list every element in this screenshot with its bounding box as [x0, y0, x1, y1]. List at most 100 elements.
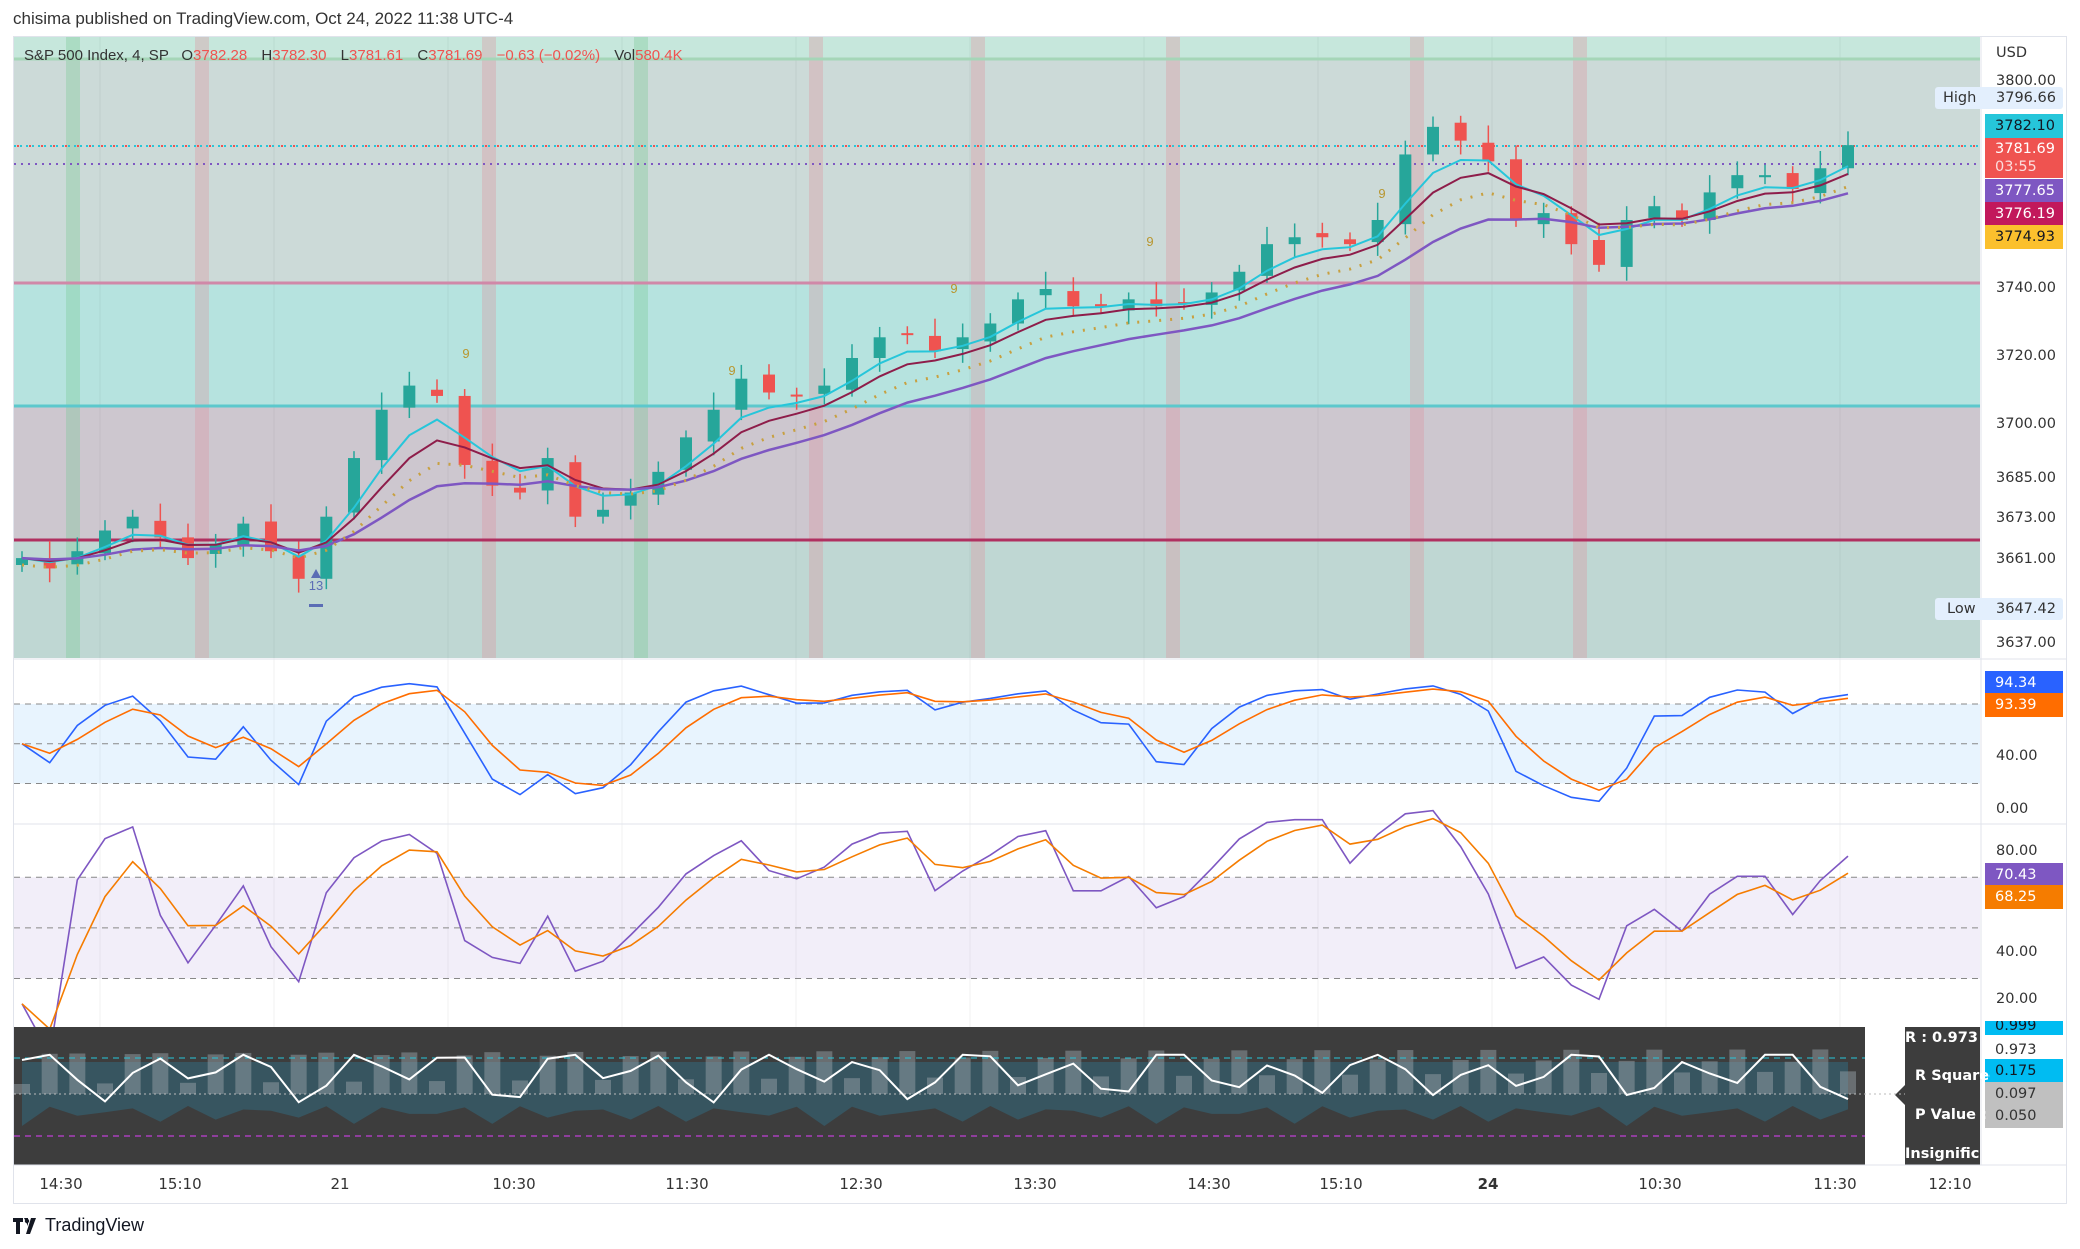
session-highlight	[971, 37, 985, 658]
corr-hist-bar	[1176, 1075, 1192, 1094]
candle-body	[1344, 239, 1356, 245]
corr-hist-bar	[1314, 1050, 1331, 1094]
corr-hist-bar	[1840, 1071, 1856, 1094]
corr-hist-bar	[788, 1056, 805, 1094]
corr-hist-bar	[1148, 1050, 1165, 1094]
corr-hist-bar	[263, 1082, 279, 1094]
price-tick: 3720.00	[1996, 348, 2056, 364]
candle-body	[514, 487, 526, 493]
corr-hist-bar	[484, 1052, 501, 1094]
high-marker-label: High	[1943, 90, 1977, 106]
candle-body	[348, 458, 360, 513]
corr-hist-bar	[705, 1056, 722, 1094]
corr-hist-bar	[401, 1052, 418, 1094]
session-highlight	[1573, 37, 1587, 658]
change-value: −0.63 (−0.02%)	[496, 47, 601, 64]
candle-body	[707, 409, 720, 442]
candle-body	[1510, 159, 1522, 220]
corr-hist-bar	[1563, 1049, 1580, 1094]
high-marker: High 3796.66	[1935, 87, 2063, 109]
candle-body	[403, 385, 416, 408]
session-highlight	[482, 37, 496, 658]
close-value: 3781.69	[428, 47, 483, 64]
corr-pointer	[1895, 1085, 1905, 1105]
low-marker: Low 3647.42	[1935, 598, 2063, 620]
corr-hist-bar	[650, 1051, 667, 1094]
correlation-line	[21, 1053, 1849, 1104]
bg-zone	[14, 37, 1980, 59]
price-tag-ma-fast: 3782.10	[1985, 114, 2063, 138]
td-count-mark: 9	[728, 363, 736, 378]
ohlc-legend: S&P 500 Index, 4, SP O3782.28 H3782.30 L…	[24, 47, 693, 64]
corr-value: 0.973	[1995, 1042, 2037, 1058]
candle-body	[569, 462, 582, 517]
session-highlight	[634, 37, 648, 658]
time-tick: 11:30	[665, 1175, 709, 1193]
candle-body	[1261, 244, 1273, 276]
corr-hist-bar	[180, 1082, 196, 1094]
candle-body	[818, 385, 831, 394]
stoch-tick: 40.00	[1996, 748, 2038, 764]
corr-hist-bar	[927, 1077, 943, 1094]
candle-body	[1786, 173, 1799, 189]
corr-hist-bar	[207, 1054, 224, 1094]
time-tick: 24	[1477, 1175, 1499, 1193]
candle-body	[1759, 175, 1771, 178]
corr-hist-bar	[899, 1051, 916, 1094]
price-tick: 3637.00	[1996, 635, 2056, 651]
volume-label: Vol	[614, 47, 636, 64]
corr-hist-bar	[1120, 1058, 1137, 1094]
corr-hist-bar	[871, 1057, 888, 1094]
stoch-tick: 0.00	[1996, 801, 2029, 817]
publish-info: chisima published on TradingView.com, Oc…	[13, 9, 514, 28]
stoch-k-tag: 94.34	[1985, 671, 2063, 695]
candle-body	[1012, 299, 1024, 324]
candle-body	[292, 555, 305, 579]
ma-fast-line	[21, 158, 1849, 564]
candle-body	[486, 460, 499, 486]
candle-body	[1454, 122, 1467, 141]
candle-body	[929, 335, 941, 352]
candle-body	[1731, 175, 1744, 189]
high-marker-value: 3796.66	[1996, 90, 2056, 106]
open-label: O	[181, 47, 194, 64]
bg-zone	[14, 59, 1980, 283]
tradingview-logo-icon	[13, 1217, 36, 1234]
corr-hist-bar	[318, 1052, 335, 1094]
candle-body	[1150, 299, 1163, 307]
session-highlight	[1166, 37, 1180, 658]
candle-body	[43, 558, 56, 569]
candle-body	[237, 523, 250, 547]
candle-body	[597, 509, 609, 517]
time-tick: 14:30	[39, 1175, 83, 1193]
low-marker-value: 3647.42	[1996, 601, 2056, 617]
td-count-mark: 9	[1378, 186, 1386, 201]
time-tick: 15:10	[1319, 1175, 1363, 1193]
close-label: C	[417, 47, 429, 64]
rsi-value-tag: 70.43	[1985, 863, 2063, 887]
candle-body	[624, 492, 637, 506]
corr-hist-bar	[1674, 1072, 1690, 1094]
corr-tag: 0.175	[1985, 1059, 2063, 1083]
session-highlight	[66, 37, 80, 658]
candle-body	[1648, 206, 1661, 218]
corr-hist-bar	[41, 1053, 58, 1094]
bg-zone	[14, 405, 1980, 540]
high-value: 3782.30	[272, 47, 327, 64]
corr-hist-bar	[1259, 1075, 1275, 1094]
rsi-ma-tag: 68.25	[1985, 885, 2063, 909]
corr-hist-bar	[1701, 1061, 1718, 1094]
rsi-tick: 40.00	[1996, 944, 2038, 960]
significance-label: Insignificant	[1905, 1146, 1980, 1162]
candle-body	[735, 378, 748, 410]
r-label: R : 0.973	[1905, 1030, 1978, 1046]
symbol-name[interactable]: S&P 500 Index, 4, SP	[24, 47, 169, 64]
td-count-mark: 9	[1146, 234, 1154, 249]
candle-body	[901, 333, 914, 336]
corr-hist-bar	[1480, 1049, 1497, 1094]
stoch-d-tag: 93.39	[1985, 693, 2063, 717]
tradingview-logo[interactable]: TradingView	[13, 1215, 144, 1236]
corr-hist-bar	[1203, 1058, 1220, 1094]
corr-hist-bar	[844, 1078, 860, 1094]
